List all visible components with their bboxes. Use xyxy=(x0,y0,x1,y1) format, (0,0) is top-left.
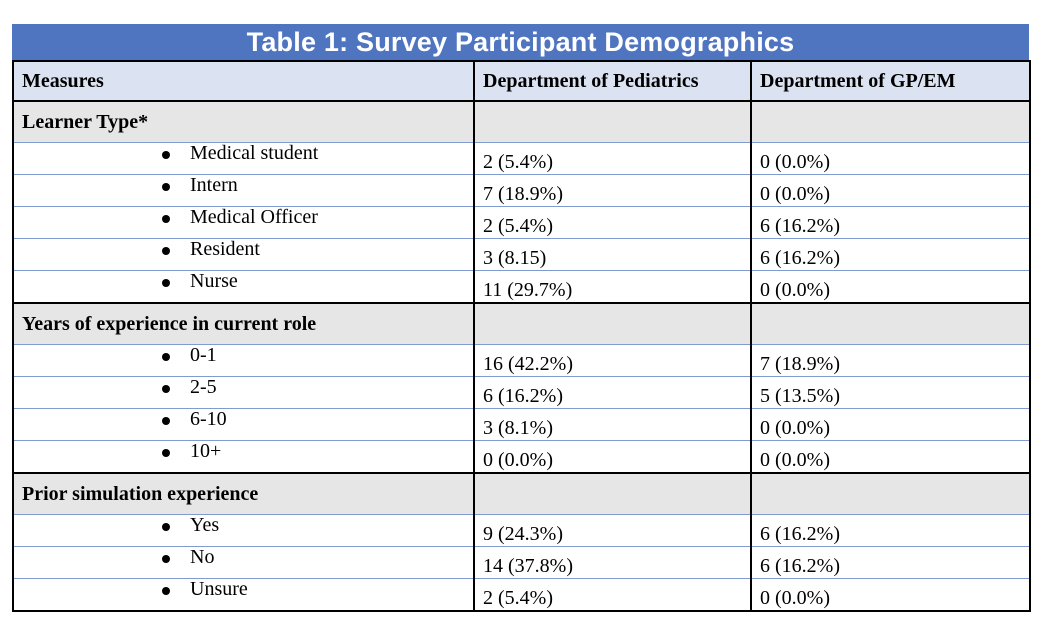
bullet-icon xyxy=(162,279,170,288)
section-empty-cell xyxy=(751,473,1030,515)
bullet-icon xyxy=(162,587,170,596)
row-label: Medical student xyxy=(190,142,319,165)
header-measures: Measures xyxy=(13,61,475,102)
pediatrics-value: 2 (5.4%) xyxy=(474,146,752,179)
section-empty-cell xyxy=(474,473,752,515)
row-label-cell: Nurse xyxy=(13,270,475,304)
header-gpem: Department of GP/EM xyxy=(751,61,1030,102)
gpem-value: 6 (16.2%) xyxy=(751,550,1030,583)
table-row: Nurse 11 (29.7%) 0 (0.0%) xyxy=(13,270,1030,308)
row-label-cell: No xyxy=(13,546,475,579)
header-pediatrics: Department of Pediatrics xyxy=(474,61,752,102)
gpem-value: 0 (0.0%) xyxy=(751,412,1030,445)
pediatrics-value: 11 (29.7%) xyxy=(474,274,752,308)
section-empty-cell xyxy=(474,101,752,143)
gpem-value: 0 (0.0%) xyxy=(751,444,1030,478)
table-row: 6-10 3 (8.1%) 0 (0.0%) xyxy=(13,408,1030,445)
table-row: Yes 9 (24.3%) 6 (16.2%) xyxy=(13,514,1030,551)
gpem-value: 0 (0.0%) xyxy=(751,274,1030,308)
row-label-cell: Unsure xyxy=(13,578,475,611)
section-label: Years of experience in current role xyxy=(13,303,475,345)
pediatrics-value: 2 (5.4%) xyxy=(474,582,752,615)
section-empty-cell xyxy=(751,303,1030,345)
table-row: Unsure 2 (5.4%) 0 (0.0%) xyxy=(13,578,1030,615)
bullet-icon xyxy=(162,385,170,394)
pediatrics-value: 0 (0.0%) xyxy=(474,444,752,478)
section-row-years-experience: Years of experience in current role xyxy=(13,303,1030,345)
gpem-value: 6 (16.2%) xyxy=(751,242,1030,275)
row-label-cell: Intern xyxy=(13,174,475,207)
row-label: 10+ xyxy=(190,440,222,463)
table-row: 0-1 16 (42.2%) 7 (18.9%) xyxy=(13,344,1030,381)
bullet-icon xyxy=(162,151,170,160)
gpem-value: 6 (16.2%) xyxy=(751,518,1030,551)
table-row: Resident 3 (8.15) 6 (16.2%) xyxy=(13,238,1030,275)
section-empty-cell xyxy=(751,101,1030,143)
row-label: Medical Officer xyxy=(190,206,318,229)
demographics-table-container: Table 1: Survey Participant Demographics… xyxy=(12,24,1031,615)
bullet-icon xyxy=(162,555,170,564)
table-row: Medical student 2 (5.4%) 0 (0.0%) xyxy=(13,142,1030,179)
pediatrics-value: 3 (8.1%) xyxy=(474,412,752,445)
section-label: Learner Type* xyxy=(13,101,475,143)
gpem-value: 0 (0.0%) xyxy=(751,146,1030,179)
row-label: Nurse xyxy=(190,270,238,293)
row-label: 0-1 xyxy=(190,344,217,367)
pediatrics-value: 2 (5.4%) xyxy=(474,210,752,243)
demographics-table: Measures Department of Pediatrics Depart… xyxy=(12,60,1031,615)
gpem-value: 0 (0.0%) xyxy=(751,178,1030,211)
row-label: 2-5 xyxy=(190,376,217,399)
pediatrics-value: 3 (8.15) xyxy=(474,242,752,275)
pediatrics-value: 6 (16.2%) xyxy=(474,380,752,413)
pediatrics-value: 9 (24.3%) xyxy=(474,518,752,551)
row-label-cell: Medical student xyxy=(13,142,475,175)
bullet-icon xyxy=(162,183,170,192)
gpem-value: 0 (0.0%) xyxy=(760,587,830,609)
row-label: Yes xyxy=(190,514,220,537)
row-label-cell: 0-1 xyxy=(13,344,475,377)
row-label-cell: Medical Officer xyxy=(13,206,475,239)
table-row: 2-5 6 (16.2%) 5 (13.5%) xyxy=(13,376,1030,413)
section-empty-cell xyxy=(474,303,752,345)
table-row: 10+ 0 (0.0%) 0 (0.0%) xyxy=(13,440,1030,478)
bullet-icon xyxy=(162,417,170,426)
gpem-value: 7 (18.9%) xyxy=(751,348,1030,381)
row-label-cell: 6-10 xyxy=(13,408,475,441)
row-label: Unsure xyxy=(190,578,248,601)
pediatrics-value: 14 (37.8%) xyxy=(474,550,752,583)
gpem-value: 5 (13.5%) xyxy=(751,380,1030,413)
section-label: Prior simulation experience xyxy=(13,473,475,515)
gpem-value: 6 (16.2%) xyxy=(751,210,1030,243)
table-row: No 14 (37.8%) 6 (16.2%) xyxy=(13,546,1030,583)
table-row: Intern 7 (18.9%) 0 (0.0%) xyxy=(13,174,1030,211)
bullet-icon xyxy=(162,247,170,256)
table-row: Medical Officer 2 (5.4%) 6 (16.2%) xyxy=(13,206,1030,243)
row-label-cell: 2-5 xyxy=(13,376,475,409)
bullet-icon xyxy=(162,449,170,458)
row-label: Intern xyxy=(190,174,238,197)
row-label: Resident xyxy=(190,238,260,261)
table-header-row: Measures Department of Pediatrics Depart… xyxy=(13,61,1030,102)
row-label-cell: Yes xyxy=(13,514,475,547)
table-title: Table 1: Survey Participant Demographics xyxy=(12,24,1029,60)
row-label: 6-10 xyxy=(190,408,227,431)
pediatrics-value: 16 (42.2%) xyxy=(474,348,752,381)
section-row-learner-type: Learner Type* xyxy=(13,101,1030,143)
row-label: No xyxy=(190,546,215,569)
section-row-prior-simulation: Prior simulation experience xyxy=(13,473,1030,515)
bullet-icon xyxy=(162,353,170,362)
row-label-cell: 10+ xyxy=(13,440,475,474)
bullet-icon xyxy=(162,523,170,532)
pediatrics-value: 7 (18.9%) xyxy=(474,178,752,211)
row-label-cell: Resident xyxy=(13,238,475,271)
bullet-icon xyxy=(162,215,170,224)
